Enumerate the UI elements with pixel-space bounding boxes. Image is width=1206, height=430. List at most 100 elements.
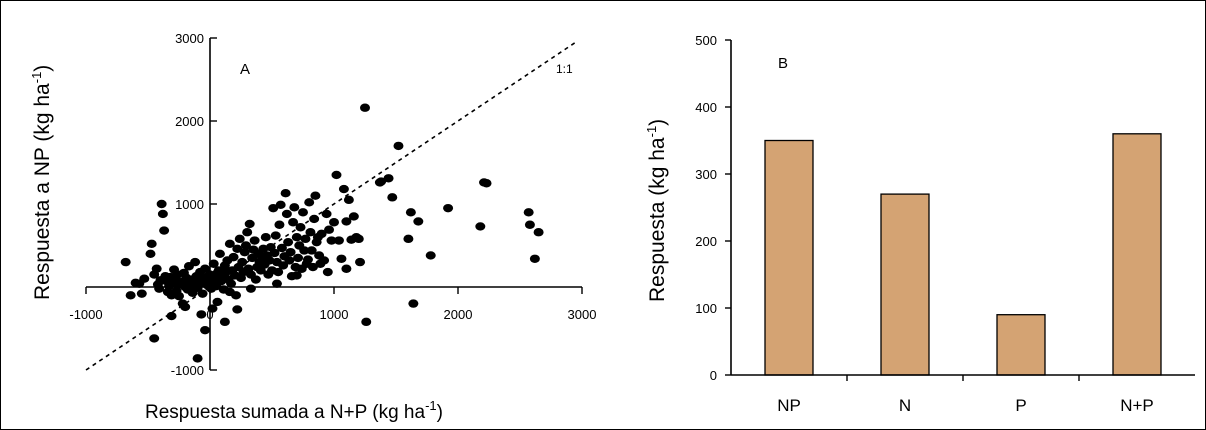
scatter-point [120, 257, 131, 267]
scatter-point [288, 218, 299, 227]
scatter-point [274, 220, 285, 229]
scatter-point [151, 264, 162, 273]
scatter-point [304, 198, 315, 207]
bar-category-labels: NP N P N+P [777, 396, 1154, 415]
scatter-point [146, 239, 157, 249]
bar-y-label-superscript: -1 [644, 126, 659, 138]
bar-y-tick-label: 100 [695, 301, 717, 316]
scatter-point [159, 226, 170, 235]
scatter-point [268, 203, 279, 213]
scatter-point [306, 246, 317, 255]
bar-series [764, 133, 1162, 376]
scatter-point [316, 229, 327, 239]
scatter-point [244, 219, 255, 229]
bar-category-label: NP [777, 396, 801, 415]
scatter-point [275, 200, 286, 210]
bar [880, 193, 930, 376]
scatter-point [295, 223, 306, 232]
scatter-point [293, 253, 304, 263]
scatter-point [413, 217, 424, 226]
scatter-y-label-superscript: -1 [29, 72, 44, 84]
scatter-point [284, 256, 295, 265]
scatter-point [326, 236, 337, 245]
scatter-point [336, 254, 347, 263]
scatter-point [242, 228, 253, 237]
scatter-point [208, 259, 219, 268]
bar-y-tick-label: 200 [695, 234, 717, 249]
scatter-x-tick-label: 0 [206, 307, 213, 322]
scatter-point [299, 246, 310, 255]
scatter-y-label-text: Respuesta a NP (kg ha [31, 83, 54, 300]
scatter-point [219, 317, 230, 327]
scatter-y-label-close: ) [31, 65, 54, 72]
bar-y-tick-label: 0 [710, 368, 717, 383]
scatter-point [387, 193, 398, 202]
scatter-point [393, 141, 404, 151]
scatter-point [245, 284, 256, 293]
scatter-point [331, 170, 342, 180]
scatter-point [224, 239, 235, 249]
scatter-point [249, 236, 260, 245]
scatter-point [481, 179, 492, 188]
scatter-point [307, 262, 318, 272]
scatter-point [154, 284, 165, 293]
scatter-point [283, 237, 294, 247]
panel-b-label: B [778, 55, 788, 72]
scatter-point [232, 305, 243, 314]
scatter-point [403, 234, 414, 244]
scatter-point [533, 228, 544, 237]
scatter-point [343, 195, 354, 205]
scatter-point [338, 184, 349, 194]
bar-y-label-close: ) [646, 119, 669, 126]
scatter-point [228, 252, 239, 262]
scatter-point [329, 218, 339, 227]
scatter-point [145, 249, 156, 258]
scatter-point [212, 297, 223, 307]
scatter-point [405, 208, 416, 217]
scatter-point [224, 287, 235, 297]
scatter-point [333, 236, 344, 245]
scatter-point [136, 289, 147, 298]
scatter-y-tick-label: 3000 [175, 31, 204, 46]
scatter-y-tick-label: 2000 [175, 114, 204, 129]
scatter-point [361, 317, 372, 327]
scatter-point [341, 217, 352, 226]
bar-category-label: P [1015, 396, 1026, 415]
bar-y-axis-label: Respuesta (kg ha-1) [644, 119, 669, 302]
scatter-point [298, 208, 308, 217]
scatter-point [180, 302, 191, 312]
scatter-point [214, 249, 225, 258]
scatter-point [529, 254, 540, 263]
scatter-point [376, 177, 387, 186]
scatter-point [197, 289, 208, 298]
scatter-point [270, 231, 281, 240]
scatter-point [300, 234, 311, 244]
scatter-point [408, 299, 419, 308]
scatter-point [192, 354, 203, 363]
scatter-point [174, 291, 184, 301]
scatter-x-tick-label: 3000 [568, 307, 597, 322]
scatter-point [156, 199, 167, 209]
scatter-point [341, 264, 352, 273]
scatter-point [234, 234, 245, 244]
scatter-point [310, 191, 321, 200]
scatter-point [149, 334, 160, 343]
scatter-point [240, 241, 251, 250]
scatter-point [226, 279, 237, 288]
scatter-point [319, 256, 330, 265]
scatter-point [324, 225, 335, 234]
scatter-point [291, 233, 302, 242]
scatter-point [125, 291, 136, 300]
scatter-x-tick-label: 1000 [320, 307, 349, 322]
scatter-point [157, 209, 168, 219]
scatter-point [232, 244, 243, 254]
bar-y-tick-label: 500 [695, 33, 717, 48]
scatter-point [278, 261, 289, 270]
scatter-point [302, 255, 313, 264]
scatter-point [196, 310, 207, 319]
bar [764, 139, 814, 376]
scatter-x-label-close: ) [437, 402, 443, 423]
scatter-point [443, 203, 454, 213]
scatter-point [348, 212, 359, 221]
scatter-point [207, 304, 218, 313]
